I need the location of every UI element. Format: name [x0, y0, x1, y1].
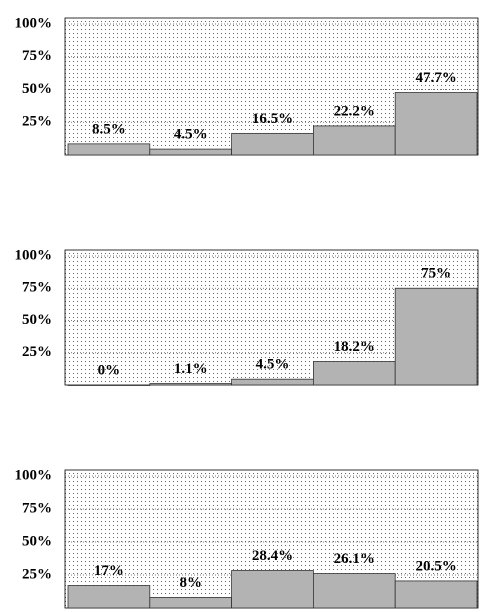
y-tick-label: 25%: [22, 566, 52, 582]
y-tick-label: 75%: [22, 500, 52, 516]
value-label: 16.5%: [252, 111, 293, 127]
value-label: 1.1%: [174, 361, 208, 377]
value-label: 22.2%: [334, 103, 375, 119]
bar: [312, 361, 396, 386]
bar: [394, 92, 478, 156]
bar: [149, 597, 233, 609]
value-label: 26.1%: [334, 551, 375, 567]
value-label: 28.4%: [252, 548, 293, 564]
value-label: 75%: [421, 266, 451, 282]
y-tick-label: 100%: [15, 467, 53, 483]
bar: [149, 148, 233, 156]
bar: [312, 573, 396, 609]
bar: [67, 384, 151, 386]
value-label: 4.5%: [256, 357, 290, 373]
y-tick-label: 75%: [22, 280, 52, 296]
value-label: 4.5%: [174, 127, 208, 143]
y-tick-label: 100%: [15, 15, 53, 31]
y-tick-label: 100%: [15, 247, 53, 263]
value-label: 20.5%: [415, 558, 456, 574]
value-label: 8.5%: [92, 121, 126, 137]
bar: [394, 580, 478, 609]
y-tick-label: 25%: [22, 344, 52, 360]
bar: [67, 585, 151, 609]
y-tick-label: 50%: [22, 81, 52, 97]
value-label: 17%: [94, 563, 124, 579]
bar: [312, 125, 396, 156]
bar: [231, 132, 314, 156]
y-tick-label: 50%: [22, 533, 52, 549]
bar: [67, 143, 151, 156]
y-tick-label: 25%: [22, 114, 52, 130]
value-label: 8%: [179, 575, 202, 591]
bar: [149, 383, 233, 386]
value-label: 47.7%: [415, 70, 456, 86]
value-label: 0%: [98, 362, 121, 378]
bar: [231, 378, 314, 386]
bar: [231, 570, 314, 609]
y-tick-label: 75%: [22, 48, 52, 64]
value-label: 18.2%: [334, 339, 375, 355]
bar: [394, 287, 478, 386]
y-tick-label: 50%: [22, 312, 52, 328]
